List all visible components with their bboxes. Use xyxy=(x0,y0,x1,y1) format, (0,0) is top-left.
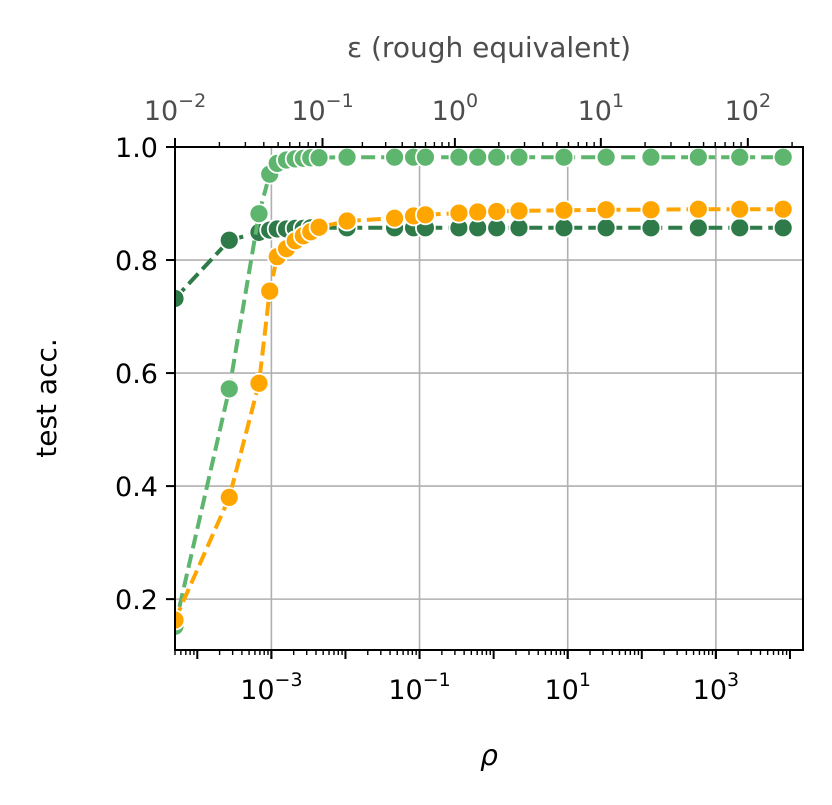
top-tick-label: 10−1 xyxy=(291,90,353,127)
data-point xyxy=(384,147,405,168)
data-point xyxy=(687,147,709,168)
y-tick-label: 0.8 xyxy=(115,246,158,277)
y-axis-title: test acc. xyxy=(30,338,63,458)
data-point xyxy=(508,147,530,168)
data-point xyxy=(553,199,575,221)
data-point xyxy=(259,280,281,302)
data-point xyxy=(415,204,436,226)
y-tick-label: 0.2 xyxy=(115,585,158,616)
data-point xyxy=(218,378,240,400)
y-tick-label: 0.6 xyxy=(115,359,158,390)
top-tick-label: 101 xyxy=(578,90,624,127)
data-point xyxy=(336,147,358,168)
data-point xyxy=(218,229,240,251)
data-point xyxy=(640,217,662,239)
series-layer xyxy=(175,147,794,637)
y-tick-label: 1.0 xyxy=(115,133,158,164)
data-point xyxy=(486,201,508,222)
data-point xyxy=(772,198,794,220)
data-point xyxy=(595,199,617,221)
x-axis-title: ρ xyxy=(480,739,498,772)
data-point xyxy=(553,147,575,168)
data-point xyxy=(553,217,575,239)
data-point xyxy=(687,198,709,220)
x-tick-label: 101 xyxy=(544,669,590,706)
top-tick-label: 102 xyxy=(725,90,771,127)
ticks: 10−3 10−1 101 103 0.2 0.4 0.6 0.8 1.0 10−2 10−1 100… xyxy=(115,90,793,706)
data-point xyxy=(508,200,530,222)
top-tick-label: 100 xyxy=(432,90,478,127)
data-point xyxy=(640,199,662,221)
data-point xyxy=(415,147,436,168)
data-point xyxy=(384,207,405,229)
data-point xyxy=(308,147,330,169)
x-tick-label: 103 xyxy=(693,669,739,706)
data-point xyxy=(448,202,470,224)
data-point xyxy=(687,217,709,239)
data-point xyxy=(640,147,662,168)
data-point xyxy=(595,147,617,168)
y-tick-label: 0.4 xyxy=(115,472,158,503)
data-point xyxy=(729,217,751,239)
data-point xyxy=(248,203,270,225)
data-point xyxy=(336,210,358,232)
data-point xyxy=(729,198,751,220)
plot-frame xyxy=(174,146,804,651)
data-point xyxy=(175,288,186,309)
data-point xyxy=(772,217,794,239)
data-point xyxy=(218,487,240,508)
data-point xyxy=(729,147,751,168)
data-point xyxy=(448,147,470,168)
data-point xyxy=(308,216,330,238)
data-point xyxy=(248,372,270,394)
x-tick-label: 10−1 xyxy=(388,669,450,706)
series-2 xyxy=(175,198,794,631)
data-point xyxy=(772,147,794,168)
data-point xyxy=(595,217,617,239)
data-point xyxy=(486,147,508,168)
data-point xyxy=(467,147,489,168)
data-point xyxy=(467,201,489,223)
data-point xyxy=(175,609,186,631)
x-tick-label: 10−3 xyxy=(240,669,302,706)
top-axis-title: ε (rough equivalent) xyxy=(347,31,631,64)
top-tick-label: 10−2 xyxy=(144,90,206,127)
